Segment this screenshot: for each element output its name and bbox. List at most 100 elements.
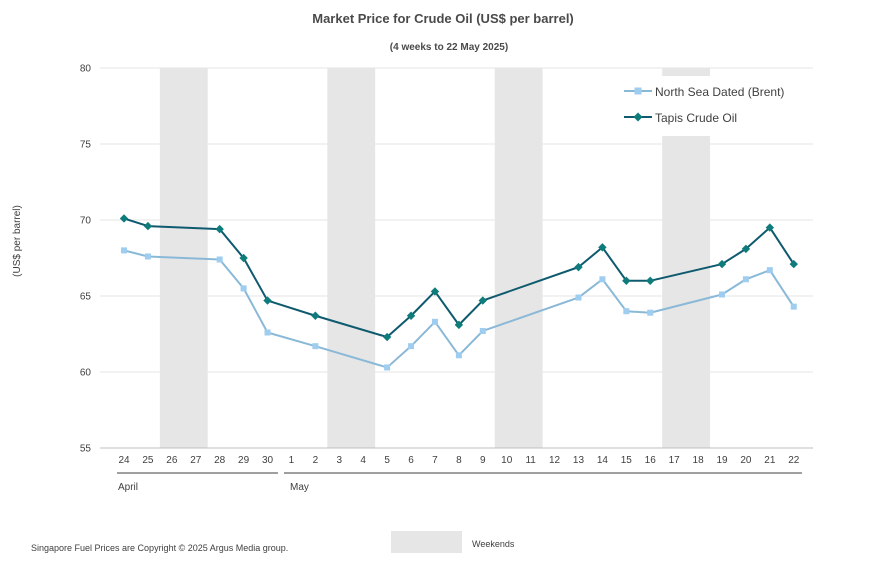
month-axis: April May xyxy=(117,472,802,493)
data-point-tapis-29 xyxy=(239,253,248,263)
weekend-band-3 xyxy=(494,68,543,448)
data-point-tapis-25 xyxy=(143,221,153,231)
data-point-brent-7 xyxy=(431,318,438,325)
data-point-tapis-6 xyxy=(406,311,416,320)
x-tick-label-11: 11 xyxy=(525,455,536,466)
data-point-tapis-5 xyxy=(382,332,392,342)
y-tick-label-55: 55 xyxy=(80,444,92,455)
data-point-brent-24 xyxy=(121,247,127,254)
series-layer xyxy=(119,214,798,371)
data-point-brent-15 xyxy=(623,308,630,315)
weekend-legend-label: Weekends xyxy=(472,539,515,549)
data-point-brent-28 xyxy=(216,256,223,263)
chart-subtitle: (4 weeks to 22 May 2025) xyxy=(390,42,508,53)
data-point-tapis-16 xyxy=(646,276,655,285)
legend-label-brent: North Sea Dated (Brent) xyxy=(655,85,784,99)
y-tick-label-70: 70 xyxy=(80,216,92,227)
x-tick-label-27: 27 xyxy=(190,455,202,466)
data-point-brent-9 xyxy=(479,327,486,334)
data-point-brent-22 xyxy=(790,303,797,310)
x-tick-label-3: 3 xyxy=(336,455,342,466)
weekend-band-2 xyxy=(327,68,376,448)
weekend-legend-swatch xyxy=(391,531,462,553)
data-point-brent-14 xyxy=(599,276,606,283)
legend-background xyxy=(614,76,806,136)
data-point-tapis-14 xyxy=(598,243,607,252)
x-tick-label-24: 24 xyxy=(118,455,130,466)
x-tick-label-10: 10 xyxy=(501,455,513,466)
legend: North Sea Dated (Brent) Tapis Crude Oil xyxy=(614,76,806,136)
x-tick-label-17: 17 xyxy=(669,455,681,466)
data-point-tapis-21 xyxy=(765,223,775,232)
x-tick-label-14: 14 xyxy=(597,455,609,466)
y-tick-label-65: 65 xyxy=(80,292,92,303)
x-tick-label-15: 15 xyxy=(621,455,633,466)
data-point-tapis-13 xyxy=(574,262,583,272)
x-tick-label-2: 2 xyxy=(313,455,319,466)
data-point-brent-2 xyxy=(312,343,319,350)
legend-item-tapis: Tapis Crude Oil xyxy=(624,111,737,125)
x-tick-label-28: 28 xyxy=(214,455,226,466)
x-tick-label-21: 21 xyxy=(764,455,776,466)
series-tapis xyxy=(119,214,798,342)
month-label-april: April xyxy=(118,482,138,493)
data-point-brent-29 xyxy=(240,285,247,292)
weekend-legend: Weekends xyxy=(391,531,515,553)
data-point-tapis-28 xyxy=(215,224,224,234)
x-tick-label-22: 22 xyxy=(788,455,800,466)
x-tick-label-1: 1 xyxy=(289,455,295,466)
data-point-tapis-15 xyxy=(622,276,631,285)
copyright-footer: Singapore Fuel Prices are Copyright © 20… xyxy=(31,543,288,553)
data-point-tapis-7 xyxy=(430,287,440,296)
data-point-brent-30 xyxy=(264,329,271,336)
x-tick-label-9: 9 xyxy=(480,455,486,466)
data-point-tapis-2 xyxy=(311,311,320,320)
data-point-brent-6 xyxy=(408,343,415,350)
legend-item-brent: North Sea Dated (Brent) xyxy=(624,85,784,99)
x-tick-label-19: 19 xyxy=(716,455,728,466)
x-tick-label-4: 4 xyxy=(360,455,366,466)
x-tick-label-16: 16 xyxy=(645,455,657,466)
x-tick-label-7: 7 xyxy=(432,455,438,466)
y-axis-label: (US$ per barrel) xyxy=(12,205,23,277)
x-tick-label-30: 30 xyxy=(262,455,274,466)
data-point-tapis-24 xyxy=(119,214,129,223)
gridlines xyxy=(100,67,813,449)
x-tick-label-18: 18 xyxy=(693,455,705,466)
data-point-brent-25 xyxy=(144,253,151,260)
x-axis-ticks: 24 25 26 27 28 29 30 1 2 3 4 5 6 7 8 9 10 11 12 13 14 15 16 17 1… xyxy=(118,455,799,466)
legend-label-tapis: Tapis Crude Oil xyxy=(655,111,737,125)
month-label-may: May xyxy=(290,482,309,493)
legend-marker-tapis xyxy=(633,112,643,122)
x-tick-label-6: 6 xyxy=(408,455,414,466)
data-point-tapis-22 xyxy=(789,259,798,269)
x-tick-label-29: 29 xyxy=(238,455,250,466)
data-point-tapis-20 xyxy=(741,244,751,254)
x-tick-label-20: 20 xyxy=(740,455,752,466)
x-tick-label-26: 26 xyxy=(166,455,178,466)
y-tick-label-60: 60 xyxy=(80,368,92,379)
x-tick-label-12: 12 xyxy=(549,455,561,466)
y-tick-label-75: 75 xyxy=(80,140,92,151)
y-axis-ticks: 55 60 65 70 75 80 xyxy=(80,64,92,455)
data-point-brent-5 xyxy=(384,364,391,371)
x-tick-label-25: 25 xyxy=(142,455,154,466)
series-brent xyxy=(121,247,797,371)
x-tick-label-13: 13 xyxy=(573,455,585,466)
x-tick-label-5: 5 xyxy=(384,455,390,466)
data-point-brent-19 xyxy=(719,291,725,298)
data-point-brent-20 xyxy=(742,276,749,283)
data-point-tapis-9 xyxy=(478,296,487,305)
chart-title: Market Price for Crude Oil (US$ per barr… xyxy=(312,11,574,26)
data-point-brent-8 xyxy=(455,352,462,359)
y-tick-label-80: 80 xyxy=(80,64,92,75)
data-point-tapis-30 xyxy=(263,296,272,305)
x-tick-label-8: 8 xyxy=(456,455,462,466)
legend-marker-brent xyxy=(634,87,642,95)
data-point-brent-16 xyxy=(647,309,654,316)
data-point-tapis-19 xyxy=(717,259,727,269)
data-point-tapis-8 xyxy=(454,320,464,330)
data-point-brent-21 xyxy=(766,267,773,274)
